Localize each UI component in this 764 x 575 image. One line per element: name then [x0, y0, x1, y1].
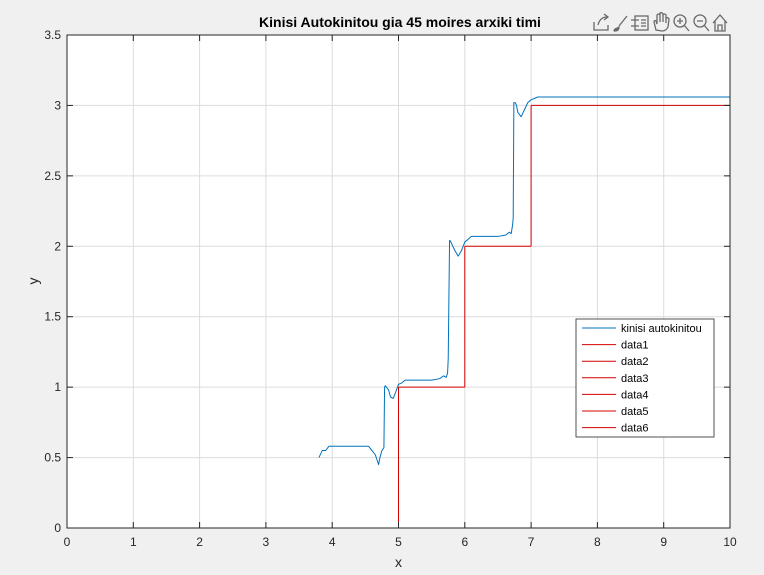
y-tick-label: 1.5 [44, 310, 61, 324]
x-tick-label: 9 [660, 535, 667, 549]
series-line-kinisi-autokinitou [318, 96, 730, 466]
y-tick-label: 3.5 [44, 28, 61, 42]
legend-label: kinisi autokinitou [621, 323, 702, 335]
legend-label: data2 [621, 356, 649, 368]
legend-icon[interactable] [631, 15, 649, 31]
axes-toolbar [593, 12, 728, 32]
y-tick-label: 2 [54, 239, 61, 253]
legend-label: data3 [621, 373, 649, 385]
plot-lines [318, 96, 730, 528]
x-tick-label: 5 [395, 535, 402, 549]
x-tick-label: 3 [263, 535, 270, 549]
zoom-in-icon[interactable] [673, 14, 690, 32]
x-tick-label: 1 [130, 535, 137, 549]
y-tick-label: 0 [54, 521, 61, 535]
y-axis-label: y [25, 278, 41, 285]
y-tick-label: 1 [54, 380, 61, 394]
y-tick-label: 3 [54, 98, 61, 112]
zoom-out-icon[interactable] [693, 14, 710, 32]
legend-label: data5 [621, 406, 649, 418]
export-icon[interactable] [593, 13, 610, 31]
legend[interactable]: kinisi autokinitou data1 data2 data3 data4 da… [575, 318, 715, 438]
legend-label: data6 [621, 423, 649, 435]
x-tick-label: 10 [723, 535, 737, 549]
x-tick-label: 4 [329, 535, 336, 549]
pan-icon[interactable] [653, 12, 670, 32]
x-axis-label: x [395, 554, 402, 570]
x-tick-label: 6 [461, 535, 468, 549]
y-tick-label: 2.5 [44, 169, 61, 183]
x-tick-label: 7 [528, 535, 535, 549]
y-tick-label: 0.5 [44, 451, 61, 465]
x-tick-label: 8 [594, 535, 601, 549]
home-icon[interactable] [712, 14, 728, 32]
x-tick-label: 0 [64, 535, 71, 549]
legend-label: data1 [621, 340, 649, 352]
axis-ticks: 0 1 2 3 4 5 6 7 8 9 10 0 0.5 1 1.5 2 2.5 3 3.5 [44, 28, 737, 549]
legend-label: data4 [621, 389, 649, 401]
x-tick-label: 2 [196, 535, 203, 549]
brush-icon[interactable] [613, 15, 628, 32]
chart-title: Kinisi Autokinitou gia 45 moires arxiki … [259, 14, 541, 30]
